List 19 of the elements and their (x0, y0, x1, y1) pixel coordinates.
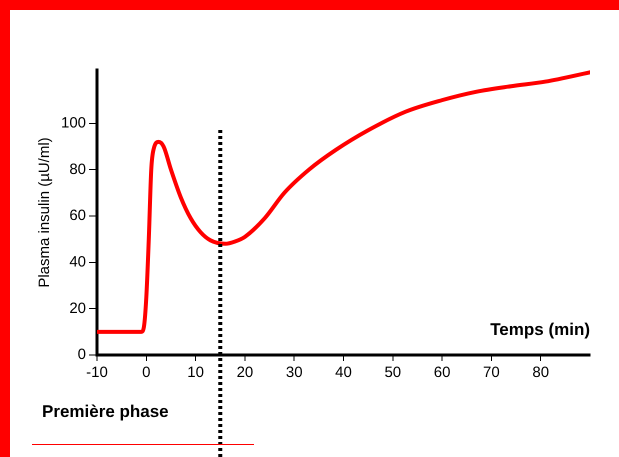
text: Première phase (42, 402, 169, 422)
y-axis-title: Plasma insulin (µU/ml) (36, 137, 54, 288)
x-tick-label: 10 (187, 364, 204, 382)
x-tick-label: 0 (142, 364, 150, 382)
x-tick-label: 80 (532, 364, 550, 382)
x-axis-title: Temps (min) (490, 320, 590, 339)
x-tick-label: 30 (286, 364, 303, 382)
x-tick-label: 70 (483, 364, 500, 382)
x-tick-label: -10 (86, 364, 108, 382)
x-tick-label: 20 (236, 364, 254, 382)
x-tick-label: 60 (434, 364, 450, 382)
y-tick-label: 100 (60, 114, 86, 132)
y-tick-label: 0 (78, 346, 86, 364)
x-tick-label: 50 (384, 364, 402, 382)
y-tick-label: 40 (69, 253, 86, 270)
y-tick-label: 60 (69, 207, 86, 224)
y-tick-label: 20 (69, 300, 86, 317)
y-tick-label: 80 (69, 160, 86, 178)
x-tick-label: 40 (335, 364, 352, 382)
